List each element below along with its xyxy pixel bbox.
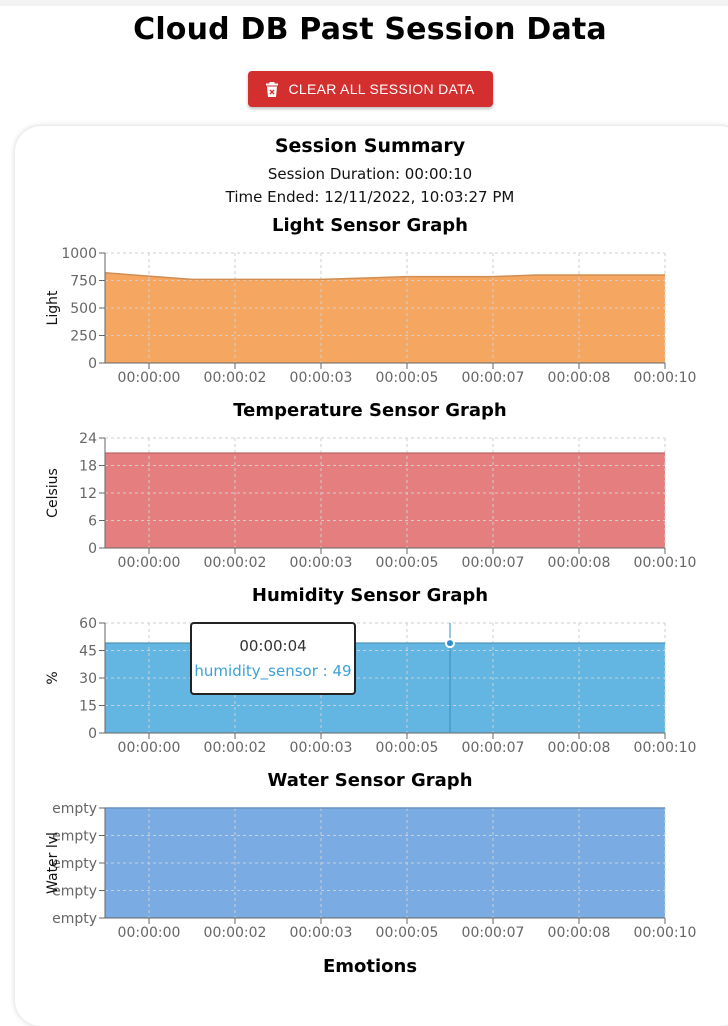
x-tick-label: 00:00:07 [462, 555, 525, 571]
top-bar [0, 0, 728, 6]
x-tick-label: 00:00:10 [634, 555, 697, 571]
y-tick-label: 45 [79, 644, 97, 660]
x-tick-label: 00:00:03 [290, 925, 353, 941]
y-tick-label: 0 [88, 541, 97, 557]
y-tick-label: 1000 [61, 246, 97, 262]
x-tick-label: 00:00:02 [204, 370, 267, 386]
y-tick-label: empty [52, 856, 97, 872]
series-line [104, 272, 665, 281]
x-tick-label: 00:00:05 [376, 370, 439, 386]
x-tick-label: 00:00:02 [204, 740, 267, 756]
tooltip-label: 00:00:04 [239, 637, 307, 655]
humidity-graph-title: Humidity Sensor Graph [251, 585, 489, 606]
y-tick-label: 12 [79, 486, 97, 502]
tooltip-value: humidity_sensor : 49 [194, 662, 352, 680]
temperature-sensor-chart: 0 6 12 18 24 00:00:00 00:00:02 00:00:03 00:00:05… [45, 431, 697, 571]
y-axis-label: % [45, 671, 61, 684]
y-tick-label: 0 [88, 356, 97, 372]
x-tick-label: 00:00:07 [462, 740, 525, 756]
y-tick-label: empty [52, 911, 97, 927]
light-graph-title: Light Sensor Graph [272, 215, 468, 236]
x-tick-label: 00:00:05 [376, 740, 439, 756]
chart-tooltip: 00:00:04 humidity_sensor : 49 [190, 622, 356, 695]
x-tick-label: 00:00:10 [634, 925, 697, 941]
series-area [105, 453, 665, 548]
temperature-graph-title: Temperature Sensor Graph [233, 400, 507, 421]
y-tick-label: empty [52, 829, 97, 845]
x-tick-label: 00:00:10 [634, 740, 697, 756]
session-duration: Session Duration: 00:00:10 [267, 165, 473, 183]
y-tick-label: 18 [79, 459, 97, 475]
y-tick-label: 15 [79, 699, 97, 715]
x-tick-label: 00:00:08 [548, 555, 611, 571]
y-axis-label: Water lvl [45, 832, 61, 894]
y-tick-label: empty [52, 801, 97, 817]
y-tick-label: 0 [88, 726, 97, 742]
clear-button-label: CLEAR ALL SESSION DATA [288, 81, 475, 97]
active-data-point[interactable] [445, 638, 455, 649]
series-area [105, 643, 665, 733]
x-tick-label: 00:00:00 [118, 370, 181, 386]
y-tick-label: 500 [70, 301, 97, 317]
x-tick-label: 00:00:10 [634, 370, 697, 386]
x-tick-label: 00:00:00 [118, 555, 181, 571]
x-tick-label: 00:00:03 [290, 370, 353, 386]
x-tick-label: 00:00:08 [548, 740, 611, 756]
y-tick-label: empty [52, 884, 97, 900]
time-ended: Time Ended: 12/11/2022, 10:03:27 PM [225, 188, 515, 206]
y-axis-label: Light [45, 290, 61, 325]
x-tick-label: 00:00:02 [204, 925, 267, 941]
series-area [105, 272, 665, 363]
x-tick-label: 00:00:05 [376, 555, 439, 571]
water-graph-title: Water Sensor Graph [267, 770, 473, 791]
x-tick-label: 00:00:05 [376, 925, 439, 941]
session-summary-title: Session Summary [274, 135, 466, 157]
humidity-sensor-chart[interactable]: 0 15 30 45 60 00:00:00 00:00:02 00:00:03 00:00:0… [0, 610, 728, 760]
x-tick-label: 00:00:02 [204, 555, 267, 571]
y-tick-label: 250 [70, 329, 97, 345]
x-tick-label: 00:00:03 [290, 555, 353, 571]
emotions-title: Emotions [322, 956, 418, 977]
y-tick-label: 60 [79, 616, 97, 632]
x-tick-label: 00:00:03 [290, 740, 353, 756]
y-tick-label: 6 [88, 514, 97, 530]
x-tick-label: 00:00:00 [118, 925, 181, 941]
x-tick-label: 00:00:07 [462, 370, 525, 386]
light-sensor-chart: 0 250 500 750 1000 00:00:00 00:00:02 00:00:03 00… [45, 246, 697, 386]
page-title: Cloud DB Past Session Data [133, 12, 607, 47]
y-tick-label: 750 [70, 274, 97, 290]
x-tick-label: 00:00:08 [548, 925, 611, 941]
y-axis-label: Celsius [45, 468, 61, 518]
y-tick-label: 30 [79, 671, 97, 687]
y-tick-label: 24 [79, 431, 97, 447]
trash-icon [266, 81, 279, 97]
x-tick-label: 00:00:08 [548, 370, 611, 386]
clear-all-session-data-button[interactable]: CLEAR ALL SESSION DATA [248, 71, 493, 107]
water-sensor-chart: empty empty empty empty empty 00:00:00 00:00:0… [45, 801, 697, 941]
x-tick-label: 00:00:07 [462, 925, 525, 941]
x-tick-label: 00:00:00 [118, 740, 181, 756]
